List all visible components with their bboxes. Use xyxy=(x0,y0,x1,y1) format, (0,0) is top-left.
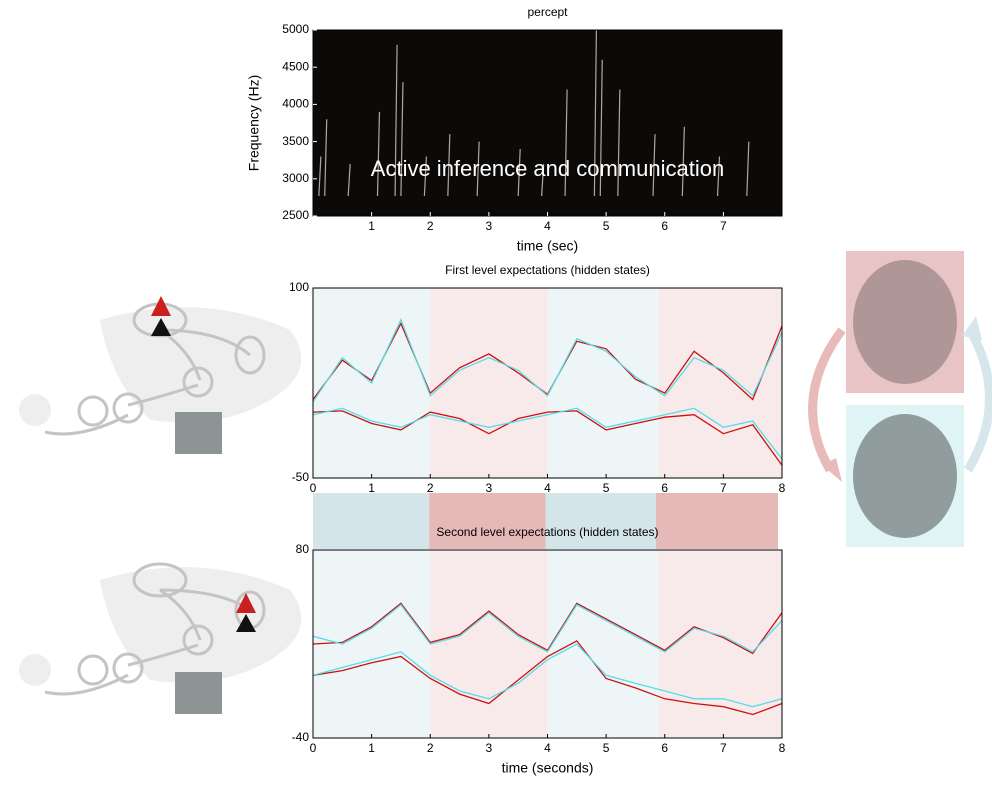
spectral-streak xyxy=(681,126,685,197)
series-line xyxy=(312,410,783,466)
x-tick-label: 1 xyxy=(368,481,375,495)
x-tick-label: 6 xyxy=(661,741,668,755)
x-tick-label: 3 xyxy=(486,481,493,495)
x-tick-label: 6 xyxy=(661,481,668,495)
bird-images xyxy=(808,251,992,547)
phase-band xyxy=(313,493,430,549)
spectral-streak xyxy=(423,156,427,197)
series-line xyxy=(312,318,783,403)
phase-band xyxy=(658,288,782,478)
y-tick-label: 100 xyxy=(289,280,309,294)
chart-title: Second level expectations (hidden states… xyxy=(436,525,658,539)
spectral-streak xyxy=(564,89,568,197)
x-tick-label: 3 xyxy=(486,741,493,755)
x-tick-label: 2 xyxy=(427,219,434,233)
spectral-streak xyxy=(617,89,621,197)
phase-band xyxy=(429,493,546,549)
x-tick-label: 2 xyxy=(427,481,434,495)
phase-band xyxy=(313,550,431,738)
y-tick-label: -50 xyxy=(292,470,310,484)
x-tick-label: 8 xyxy=(779,741,786,755)
spectral-streak xyxy=(376,111,381,197)
x-tick-label: 5 xyxy=(603,741,610,755)
x-tick-label: 5 xyxy=(603,481,610,495)
y-tick-label: 4500 xyxy=(282,59,309,73)
series-line xyxy=(312,640,783,716)
x-tick-label: 0 xyxy=(310,741,317,755)
x-tick-label: 2 xyxy=(427,741,434,755)
y-tick-label: 4000 xyxy=(282,97,309,111)
annotation: Active inference and communication xyxy=(371,156,724,181)
spectral-streak xyxy=(324,119,328,197)
x-tick-label: 1 xyxy=(368,219,375,233)
spectral-streak xyxy=(599,59,603,197)
model-diagram-top xyxy=(19,296,302,454)
phase-band xyxy=(430,288,548,478)
spectral-streak xyxy=(517,149,521,197)
plot-background xyxy=(313,30,782,216)
series-line xyxy=(312,407,783,460)
spectral-streak xyxy=(447,134,451,197)
spectral-streak xyxy=(394,44,398,197)
x-tick-label: 3 xyxy=(486,219,493,233)
y-tick-label: 3500 xyxy=(282,134,309,148)
y-axis-label: Frequency (Hz) xyxy=(246,75,262,171)
x-axis-label: time (seconds) xyxy=(502,760,594,776)
series-line xyxy=(312,643,783,708)
x-tick-label: 4 xyxy=(544,481,551,495)
x-tick-label: 6 xyxy=(661,219,668,233)
phase-band xyxy=(545,493,656,549)
phase-band xyxy=(655,493,778,549)
phase-band xyxy=(547,550,659,738)
x-tick-label: 8 xyxy=(779,481,786,495)
x-tick-label: 7 xyxy=(720,481,727,495)
spectral-streak xyxy=(652,134,656,197)
spectral-streak xyxy=(541,163,545,197)
spectral-streak xyxy=(593,29,597,197)
y-tick-label: 3000 xyxy=(282,171,309,185)
x-tick-label: 1 xyxy=(368,741,375,755)
x-tick-label: 0 xyxy=(310,481,317,495)
phase-band xyxy=(547,288,659,478)
spectral-streak xyxy=(318,156,322,197)
chart-title: percept xyxy=(527,5,568,19)
phase-band xyxy=(430,550,548,738)
model-diagram-bottom xyxy=(19,562,302,714)
spectral-streak xyxy=(400,82,404,197)
y-tick-label: -40 xyxy=(292,730,310,744)
x-axis-label: time (sec) xyxy=(517,238,578,254)
x-tick-label: 5 xyxy=(603,219,610,233)
y-tick-label: 2500 xyxy=(282,208,309,222)
x-tick-label: 4 xyxy=(544,741,551,755)
x-tick-label: 7 xyxy=(720,219,727,233)
spectral-streak xyxy=(476,141,480,197)
spectral-streak xyxy=(716,156,721,197)
spectral-streak xyxy=(347,163,351,197)
chart-title: First level expectations (hidden states) xyxy=(445,263,650,277)
y-tick-label: 80 xyxy=(296,542,310,556)
x-tick-label: 7 xyxy=(720,741,727,755)
spectral-streak xyxy=(746,141,750,197)
x-tick-label: 4 xyxy=(544,219,551,233)
y-tick-label: 5000 xyxy=(282,22,309,36)
series-line xyxy=(312,603,783,653)
